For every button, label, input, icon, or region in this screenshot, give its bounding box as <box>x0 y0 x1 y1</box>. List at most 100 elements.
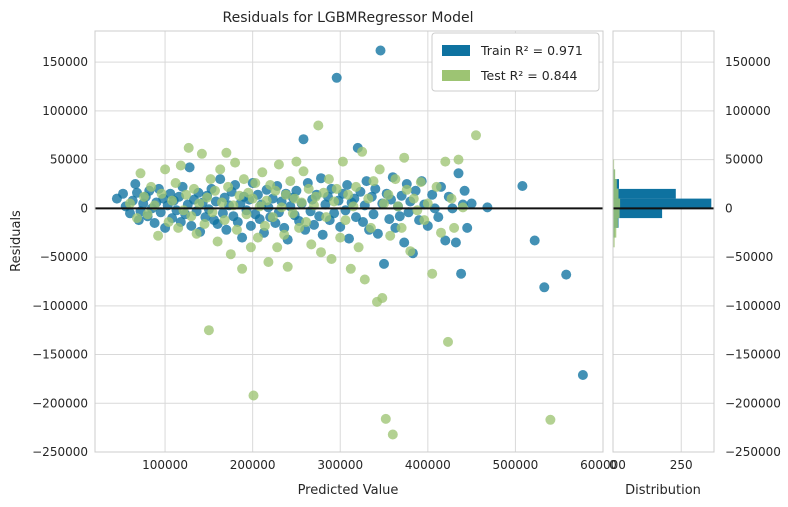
x-tick-label: 300000 <box>317 458 363 472</box>
test-point <box>291 156 302 167</box>
test-point <box>202 192 213 203</box>
train-histogram-bar <box>613 198 712 209</box>
test-point <box>205 174 216 185</box>
test-histogram-bar <box>613 218 618 228</box>
test-histogram-bar <box>613 179 617 189</box>
test-point <box>247 193 258 204</box>
legend-swatch-test <box>442 70 470 81</box>
test-point <box>306 239 317 250</box>
test-point <box>217 197 227 208</box>
histogram-y-tick-label: 100000 <box>725 104 771 118</box>
y-tick-label: 0 <box>80 201 88 215</box>
train-point <box>453 168 464 179</box>
test-point <box>203 325 214 336</box>
train-point <box>237 232 248 243</box>
test-point <box>329 196 340 207</box>
train-point <box>384 214 395 225</box>
test-point <box>273 159 284 170</box>
test-point <box>359 274 370 285</box>
test-point <box>282 261 293 272</box>
train-point <box>529 235 540 246</box>
test-histogram-bar <box>613 237 615 248</box>
legend-label-train: Train R² = 0.971 <box>480 43 583 58</box>
y-tick-label: −250000 <box>32 445 88 459</box>
test-histogram-bar <box>613 198 621 209</box>
legend-swatch-train <box>442 45 470 56</box>
train-point <box>232 217 243 227</box>
histogram-y-tick-label: 0 <box>725 201 733 215</box>
train-point <box>254 214 265 225</box>
test-point <box>160 164 171 175</box>
train-point <box>370 183 381 194</box>
test-point <box>385 230 396 241</box>
test-point <box>252 232 263 243</box>
test-point <box>294 222 305 233</box>
test-point <box>296 197 307 208</box>
test-point <box>248 390 259 401</box>
histogram-y-tick-label: −200000 <box>725 396 781 410</box>
histogram-y-tick-label: −50000 <box>725 250 773 264</box>
train-point <box>361 176 372 187</box>
test-point <box>401 184 412 195</box>
test-point <box>419 215 430 226</box>
x-tick-label: 400000 <box>405 458 451 472</box>
test-point <box>377 293 388 303</box>
test-point <box>301 217 312 227</box>
train-point <box>335 221 346 232</box>
test-point <box>125 198 135 209</box>
y-tick-label: −150000 <box>32 348 88 362</box>
test-point <box>146 181 157 192</box>
train-histogram-bar <box>613 208 663 219</box>
train-point <box>577 370 588 380</box>
histogram-y-tick-label: 50000 <box>725 153 763 167</box>
histogram-axis-ticks: 0 250 −250000 −200000 −150000 −100000 −50000 0 5… <box>609 55 781 472</box>
test-point <box>223 181 234 192</box>
test-point <box>331 183 342 194</box>
test-point <box>219 215 230 226</box>
train-point <box>118 188 128 199</box>
train-point <box>215 174 226 185</box>
test-point <box>449 222 460 233</box>
train-point <box>342 180 353 190</box>
test-point <box>153 230 164 241</box>
legend: Train R² = 0.971 Test R² = 0.844 <box>431 32 600 92</box>
histogram-x-tick-label: 0 <box>609 458 617 472</box>
train-point <box>561 269 572 280</box>
train-point <box>221 224 232 235</box>
histogram-x-tick-label: 250 <box>670 458 693 472</box>
train-point <box>433 212 444 223</box>
test-point <box>408 193 419 204</box>
test-point <box>132 213 142 224</box>
test-point <box>357 146 368 157</box>
test-point <box>446 193 457 204</box>
train-point <box>317 229 328 240</box>
test-point <box>259 220 270 231</box>
test-point <box>250 178 261 188</box>
train-point <box>331 72 342 83</box>
histogram-grid <box>612 31 714 453</box>
y-tick-label: −50000 <box>40 250 88 264</box>
train-point <box>125 208 135 219</box>
test-point <box>191 228 202 239</box>
test-point <box>298 166 309 177</box>
test-point <box>267 212 278 223</box>
test-point <box>431 181 442 192</box>
test-point <box>215 164 226 175</box>
train-point <box>149 218 160 228</box>
main-plot-frame <box>94 30 604 453</box>
test-point <box>167 195 178 206</box>
test-point <box>422 198 433 209</box>
train-point <box>440 235 451 246</box>
train-point <box>186 220 197 231</box>
test-point <box>368 176 379 187</box>
train-point <box>368 209 379 220</box>
test-point <box>212 236 223 247</box>
test-point <box>207 207 218 218</box>
test-point <box>316 247 326 258</box>
legend-box <box>431 32 600 92</box>
train-point <box>372 228 383 239</box>
test-point <box>396 222 407 233</box>
x-axis-label: Predicted Value <box>298 483 399 498</box>
test-point <box>186 211 197 222</box>
test-point <box>142 209 153 220</box>
